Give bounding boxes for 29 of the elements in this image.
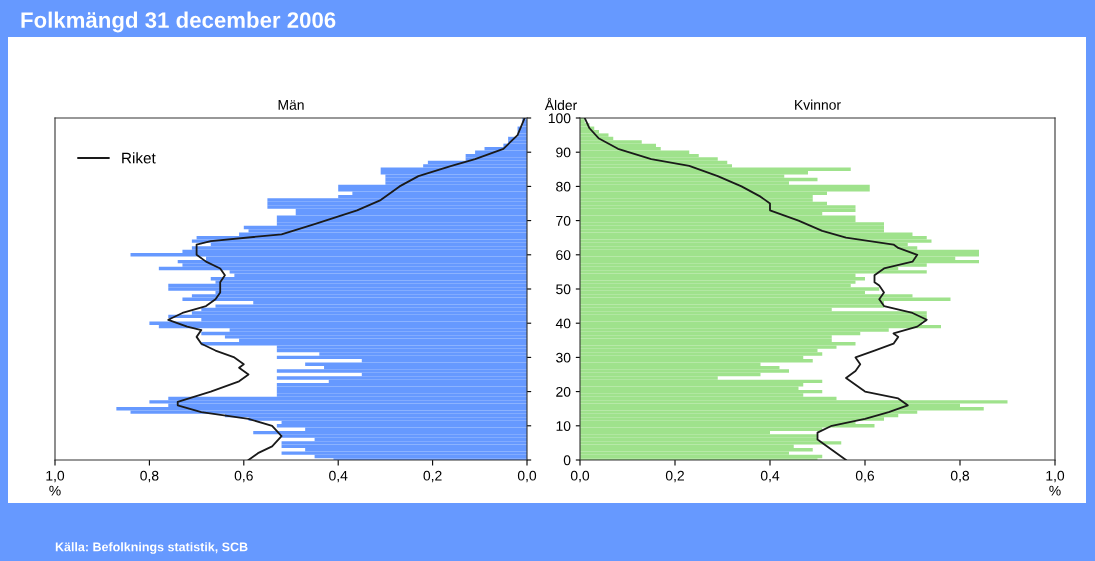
y-tick-label: 20	[556, 386, 571, 397]
x-tick-label: 0,6	[855, 470, 875, 483]
legend-label: Riket	[122, 152, 156, 164]
y-axis-title: Ålder	[544, 97, 577, 111]
x-tick-label: 0,2	[665, 470, 684, 483]
y-tick-label: 70	[556, 215, 571, 226]
x-tick-label: 0,8	[140, 470, 159, 483]
x-tick-label: 0,6	[234, 470, 253, 483]
chart-title: Kvinnor	[795, 99, 841, 110]
x-tick-label: 0,0	[517, 470, 537, 483]
x-tick-label: 0,8	[950, 470, 970, 483]
x-tick-label: 0,0	[570, 470, 590, 483]
y-tick-label: 40	[555, 318, 571, 329]
y-tick-label: 100	[548, 113, 571, 124]
x-tick-label: 0,4	[760, 470, 780, 483]
y-tick-label: 50	[556, 284, 571, 295]
x-tick-label: 1,0 %	[1046, 470, 1065, 496]
text: Källa: Befolknings statistik, SCB	[55, 542, 248, 554]
chart-title: Folkmängd 31 december 2006	[21, 11, 336, 33]
y-tick-label: 80	[556, 181, 571, 192]
x-tick-label: 0,4	[329, 470, 348, 483]
x-tick-label: 1,0 %	[46, 470, 65, 496]
y-tick-label: 90	[556, 147, 571, 158]
y-tick-label: 60	[556, 250, 571, 260]
y-tick-label: 0	[563, 455, 571, 466]
x-tick-label: 0,2	[423, 470, 442, 483]
y-tick-label: 10	[556, 421, 571, 431]
y-tick-label: 30	[556, 352, 571, 363]
chart-subtitle: Män	[278, 100, 304, 110]
